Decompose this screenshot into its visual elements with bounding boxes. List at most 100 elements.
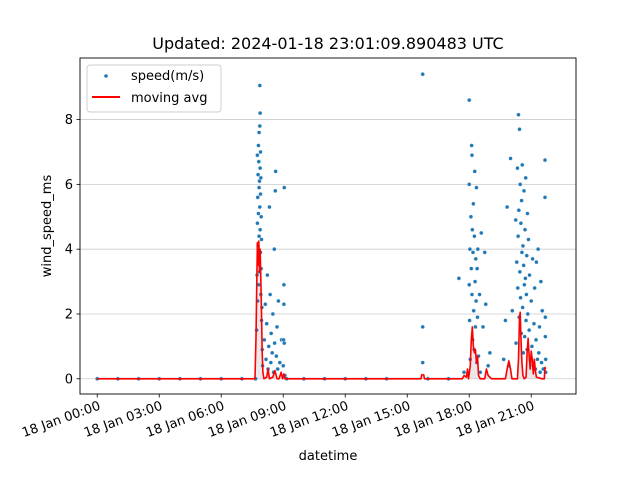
- speed-point: [256, 211, 261, 216]
- speed-point: [523, 318, 529, 323]
- speed-point: [543, 357, 548, 362]
- speed-point: [540, 308, 545, 313]
- speed-point: [469, 153, 475, 158]
- speed-point: [542, 157, 548, 163]
- speed-point: [477, 292, 482, 297]
- speed-point: [270, 311, 276, 317]
- speed-point: [456, 276, 462, 281]
- speed-point: [469, 143, 474, 148]
- speed-point: [420, 360, 425, 365]
- speed-point: [255, 172, 261, 177]
- speed-point: [263, 357, 269, 362]
- speed-point: [282, 340, 287, 346]
- speed-point: [470, 227, 475, 232]
- speed-point: [522, 334, 527, 339]
- speed-point: [503, 318, 508, 323]
- speed-point: [518, 182, 523, 187]
- legend-box: [86, 64, 222, 113]
- speed-point: [482, 250, 487, 255]
- speed-point: [504, 204, 510, 210]
- speed-point: [487, 350, 493, 356]
- speed-point: [468, 214, 474, 219]
- speed-point: [257, 204, 262, 210]
- speed-point: [513, 340, 519, 346]
- speed-point: [514, 259, 519, 265]
- speed-point: [258, 191, 263, 197]
- speed-point: [472, 279, 478, 284]
- speed-point: [538, 279, 544, 284]
- speed-point: [513, 217, 518, 223]
- speed-point: [534, 259, 539, 265]
- y-tick-label: 0: [65, 372, 73, 387]
- speed-point: [257, 227, 263, 232]
- speed-point: [420, 72, 425, 77]
- speed-point: [461, 370, 467, 375]
- speed-point: [255, 221, 260, 226]
- speed-point: [258, 175, 264, 181]
- speed-point: [516, 112, 521, 117]
- speed-point: [474, 185, 479, 190]
- speed-point: [518, 221, 524, 226]
- speed-point: [264, 321, 269, 326]
- y-axis: 0 2 4 6 8: [65, 113, 80, 387]
- speed-point: [262, 337, 267, 343]
- speed-point: [471, 308, 476, 313]
- speed-point: [473, 298, 479, 304]
- speed-point: [521, 188, 527, 194]
- speed-point: [420, 324, 425, 330]
- speed-point: [517, 269, 523, 275]
- speed-point: [255, 153, 260, 158]
- speed-point: [275, 366, 280, 372]
- speed-point: [276, 298, 281, 304]
- plot-frame: [79, 57, 577, 395]
- speed-point: [467, 282, 472, 288]
- speed-point: [469, 266, 474, 271]
- speed-point: [467, 97, 472, 103]
- speed-point: [475, 246, 481, 252]
- speed-point: [274, 353, 279, 359]
- speed-point: [258, 149, 263, 155]
- speed-point: [539, 360, 544, 365]
- speed-point: [537, 370, 543, 375]
- speed-point: [471, 201, 476, 207]
- speed-point: [522, 282, 527, 288]
- speed-point: [467, 318, 472, 323]
- speed-point: [520, 162, 525, 168]
- y-tick-label: 8: [65, 113, 73, 128]
- speed-point: [273, 169, 278, 174]
- speed-point: [543, 334, 548, 339]
- speed-point: [267, 204, 272, 210]
- legend-speed-marker: [104, 74, 108, 78]
- speed-point: [524, 292, 529, 297]
- speed-point: [268, 360, 274, 365]
- speed-point: [281, 302, 287, 307]
- speed-point: [281, 282, 287, 288]
- speed-point: [257, 83, 262, 88]
- speed-point: [272, 246, 277, 252]
- speed-point: [501, 357, 506, 362]
- speed-point: [536, 350, 541, 356]
- moving-avg-line: [97, 240, 547, 380]
- speed-point: [255, 195, 260, 200]
- speed-point: [510, 308, 515, 313]
- speed-point: [515, 285, 520, 291]
- speed-point: [270, 350, 275, 356]
- legend-speed-label: speed(m/s): [131, 69, 204, 84]
- speed-point: [257, 165, 263, 171]
- chart-title: Updated: 2024-01-18 23:01:09.890483 UTC: [152, 34, 503, 53]
- speed-point: [256, 234, 262, 239]
- speed-point: [258, 214, 264, 219]
- speed-point: [526, 327, 532, 333]
- speed-point: [256, 159, 261, 164]
- speed-point: [530, 256, 535, 262]
- speed-point: [474, 266, 480, 271]
- speed-point: [515, 165, 520, 171]
- speed-point: [267, 292, 273, 297]
- speed-point: [281, 363, 286, 369]
- speed-point: [282, 185, 287, 190]
- speed-point: [542, 195, 548, 200]
- speed-point: [533, 337, 539, 343]
- speed-point: [532, 285, 537, 291]
- speed-point: [259, 237, 264, 242]
